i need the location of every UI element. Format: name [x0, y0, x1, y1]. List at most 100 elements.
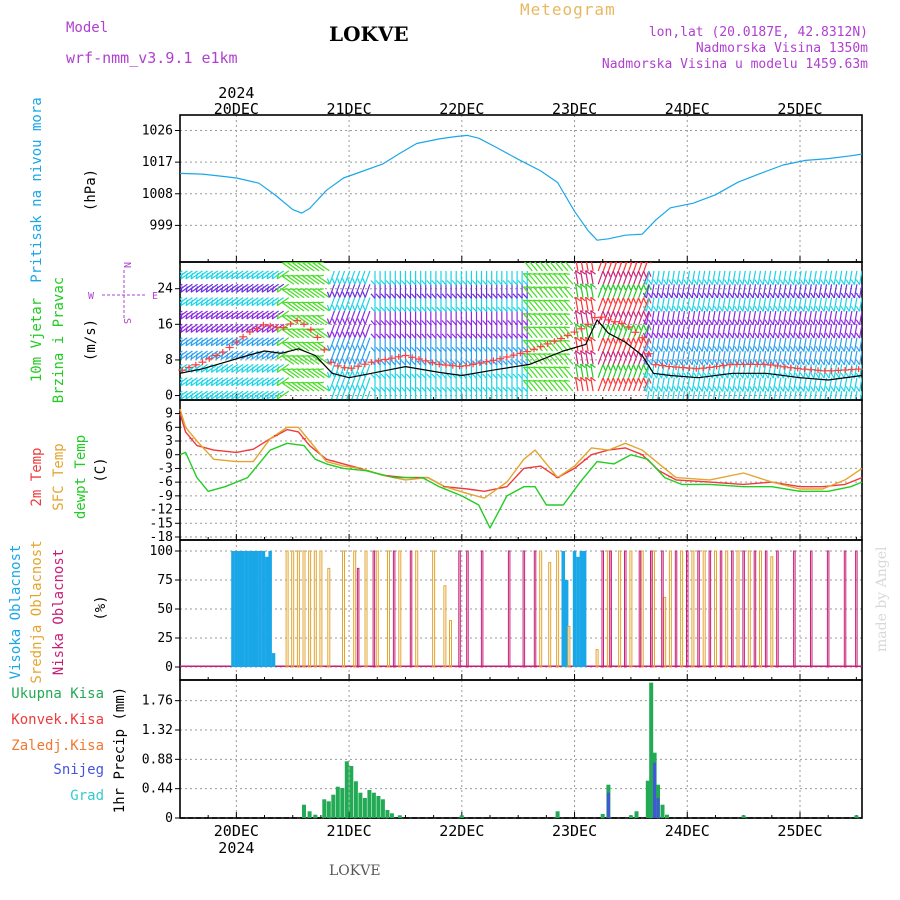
- wind-barb-flag: [784, 305, 790, 312]
- wind-barb-flag: [580, 376, 586, 382]
- wind-barb-shaft: [732, 350, 736, 365]
- wind-barb-flag: [734, 292, 739, 299]
- wind-barb-flag: [205, 312, 209, 320]
- wind-barb-flag: [644, 262, 647, 264]
- wind-barb-flag: [246, 393, 249, 400]
- wind-barb-flag: [215, 366, 219, 373]
- wind-barb-flag: [693, 332, 698, 339]
- wind-barb-shaft: [335, 390, 341, 400]
- wind-barb-flag: [718, 372, 724, 379]
- wind-barb-shaft: [808, 337, 812, 352]
- wind-barb-flag: [815, 332, 820, 339]
- wind-barb-flag: [456, 320, 462, 326]
- wind-barb-flag: [609, 262, 611, 264]
- wind-barb-shaft: [612, 377, 619, 392]
- precip-bar-total: [371, 792, 376, 818]
- wind-barb-shaft: [597, 377, 604, 392]
- wind-barb-shaft: [574, 283, 579, 298]
- wind-barb-shaft: [522, 366, 533, 379]
- wind-barb-shaft: [638, 324, 645, 338]
- wind-barb-shaft: [737, 337, 741, 352]
- wind-barb-flag: [657, 346, 663, 352]
- wind-barb-shaft: [297, 329, 310, 339]
- wind-barb-flag: [210, 299, 214, 306]
- wind-barb-flag: [749, 372, 754, 379]
- wind-barb-shaft: [671, 337, 675, 352]
- wind-barb-shaft: [722, 324, 726, 339]
- wind-barb-flag: [231, 393, 234, 400]
- wind-barb-shaft: [828, 337, 833, 352]
- wind-barb-shaft: [753, 390, 757, 400]
- cloud-bar-low: [742, 550, 745, 668]
- temp-unit: (C): [93, 457, 109, 482]
- wind-barb-flag: [357, 358, 361, 365]
- wind-barb-flag: [226, 299, 229, 306]
- cloud-bar-low: [609, 550, 612, 668]
- wind-barb-shaft: [722, 350, 726, 365]
- wind-barb-flag: [362, 331, 366, 338]
- wind-barb-shaft: [597, 364, 604, 378]
- cloud-bar-low: [753, 550, 757, 668]
- footer-station: LOKVE: [329, 863, 381, 879]
- precip-ytick-label: 0.44: [142, 782, 173, 797]
- wind-barb-shaft: [848, 270, 853, 285]
- wind-barb-flag: [845, 279, 850, 286]
- wind-barb-flag: [789, 346, 795, 352]
- wind-barb-flag: [436, 373, 442, 379]
- wind-barb-flag: [210, 312, 214, 320]
- clouds-ytick-label: 100: [150, 544, 173, 559]
- wind-barb-flag: [370, 373, 376, 379]
- wind-barb-flag: [220, 393, 224, 400]
- wind-barb-flag: [820, 359, 825, 366]
- wind-barb-shaft: [344, 297, 351, 312]
- wind-barb-flag: [380, 346, 386, 353]
- wind-barb-shaft: [752, 337, 757, 352]
- wind-barb-flag: [497, 346, 503, 353]
- wind-barb-shaft: [813, 310, 817, 325]
- wind-barb-flag: [246, 272, 249, 280]
- wind-barb-flag: [850, 332, 856, 339]
- wind-barb-shaft: [833, 270, 838, 285]
- wind-barb-shaft: [334, 297, 341, 312]
- cloud-bar-low: [466, 550, 469, 668]
- wind-barb-flag: [522, 280, 528, 286]
- wind-barb-shaft: [623, 297, 629, 312]
- wind-barb-shaft: [612, 284, 619, 298]
- wind-barb-shaft: [671, 377, 675, 392]
- wind-barb-shaft: [793, 310, 797, 325]
- wind-barb-flag: [718, 305, 724, 312]
- wind-barb-shaft: [180, 297, 183, 300]
- wind-barb-flag: [205, 326, 209, 333]
- top-date-label: 20DEC: [214, 100, 259, 118]
- wind-barb-shaft: [590, 337, 594, 352]
- wind-barb-shaft: [706, 284, 711, 299]
- wind-barb-shaft: [180, 377, 183, 381]
- precip-bar-snow: [606, 792, 610, 818]
- wind-barb-flag: [502, 293, 508, 299]
- wind-barb-flag: [632, 310, 637, 317]
- wind-barb-flag: [622, 350, 627, 358]
- wind-barb-shaft: [580, 377, 584, 392]
- wind-barb-flag: [461, 346, 467, 353]
- wind-barb-flag: [580, 323, 586, 328]
- wind-barb-flag: [190, 312, 193, 320]
- wind-barb-shaft: [522, 380, 533, 392]
- wind-barb-flag: [637, 364, 642, 371]
- wind-barb-shaft: [617, 270, 624, 285]
- wind-barb-flag: [336, 278, 341, 285]
- cloud-bar-mid: [759, 550, 762, 668]
- wind-barb-flag: [390, 320, 396, 326]
- wind-barb-flag: [467, 401, 471, 405]
- wind-barb-flag: [307, 381, 314, 384]
- top-date-label: 23DEC: [552, 100, 597, 118]
- wind-barb-shaft: [317, 302, 330, 312]
- wind-barb-shaft: [777, 284, 782, 299]
- precip-bar-total: [634, 811, 639, 818]
- cloud-bar-mid: [327, 567, 331, 668]
- wind-barb-shaft: [645, 377, 650, 392]
- wind-barb-flag: [385, 346, 391, 353]
- wind-barb-flag: [663, 359, 668, 366]
- wind-barb-flag: [835, 346, 840, 352]
- wind-barb-flag: [190, 272, 193, 280]
